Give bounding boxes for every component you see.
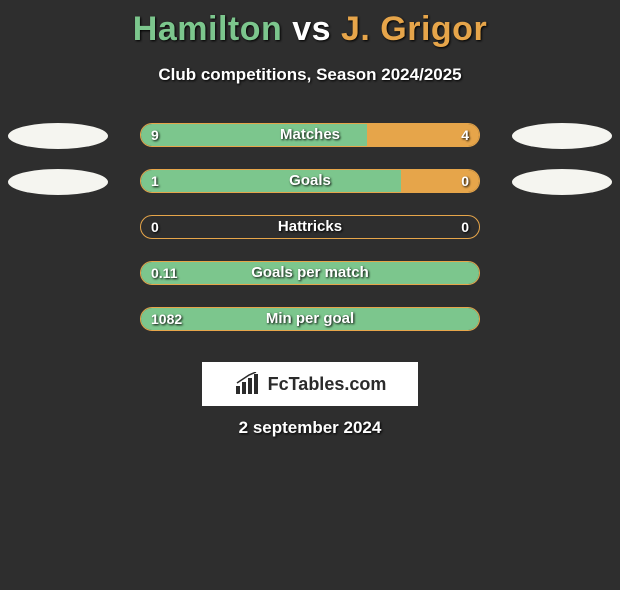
stat-row: 94Matches xyxy=(0,115,620,161)
stat-bar: 0.11Goals per match xyxy=(140,261,480,285)
chart-icon xyxy=(234,372,262,396)
player1-name: Hamilton xyxy=(133,10,282,48)
stats-rows: 94Matches 10Goals 00Hattricks 0.11Goals per… xyxy=(0,115,620,345)
stat-label: Goals xyxy=(141,170,479,192)
date: 2 september 2024 xyxy=(0,418,620,438)
vs-label: vs xyxy=(292,10,331,48)
player1-badge xyxy=(8,169,108,195)
player2-badge xyxy=(512,123,612,149)
stat-bar: 94Matches xyxy=(140,123,480,147)
stat-row: 00Hattricks xyxy=(0,207,620,253)
stat-label: Hattricks xyxy=(141,216,479,238)
comparison-title: Hamilton vs J. Grigor xyxy=(0,10,620,49)
stat-label: Matches xyxy=(141,124,479,146)
logo-text: FcTables.com xyxy=(268,374,387,395)
fctables-logo: FcTables.com xyxy=(202,362,418,406)
player1-badge xyxy=(8,123,108,149)
stat-label: Min per goal xyxy=(141,308,479,330)
subtitle: Club competitions, Season 2024/2025 xyxy=(0,65,620,85)
stat-bar: 1082Min per goal xyxy=(140,307,480,331)
player2-name: J. Grigor xyxy=(341,10,487,48)
stat-bar: 10Goals xyxy=(140,169,480,193)
stat-row: 10Goals xyxy=(0,161,620,207)
stat-row: 0.11Goals per match xyxy=(0,253,620,299)
stat-label: Goals per match xyxy=(141,262,479,284)
stat-bar: 00Hattricks xyxy=(140,215,480,239)
stat-row: 1082Min per goal xyxy=(0,299,620,345)
player2-badge xyxy=(512,169,612,195)
